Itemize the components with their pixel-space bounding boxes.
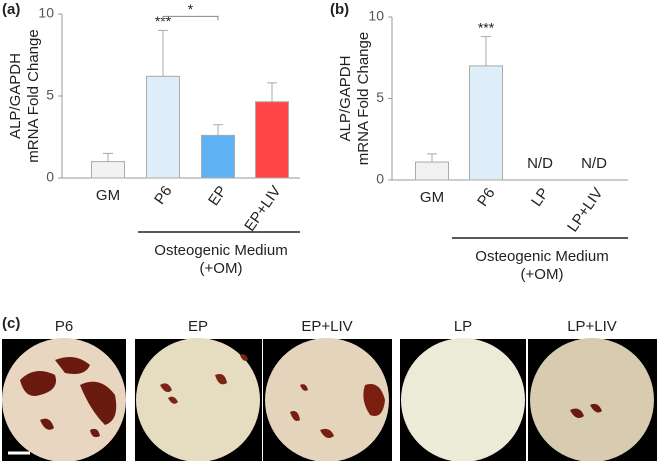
- panel-label: (c): [2, 315, 20, 332]
- value-label: N/D: [581, 155, 607, 172]
- group-label: (+OM): [200, 260, 243, 277]
- bar: [146, 75, 180, 179]
- significance: ***: [478, 19, 495, 35]
- x-tick-label: P6: [474, 185, 498, 210]
- y-axis-label: ALP/GAPDH: [337, 56, 354, 142]
- x-tick-label: LP: [528, 185, 552, 210]
- y-tick-label: 0: [46, 169, 54, 185]
- panel-label: (b): [330, 1, 349, 18]
- significance: *: [188, 1, 194, 17]
- panel-label: (a): [2, 1, 20, 18]
- x-tick-label: P6: [151, 183, 175, 208]
- bar: [415, 161, 449, 181]
- bar: [201, 134, 235, 179]
- image-label: P6: [55, 318, 73, 335]
- y-tick-label: 10: [368, 8, 384, 24]
- well: [530, 338, 654, 461]
- stain: [290, 384, 385, 438]
- stain: [20, 356, 117, 438]
- y-tick-label: 10: [38, 5, 54, 21]
- y-axis-label: mRNA Fold Change: [355, 32, 372, 165]
- bar: [255, 101, 289, 179]
- stain: [160, 354, 248, 404]
- x-tick-label: EP+LIV: [241, 183, 284, 235]
- significance: ***: [155, 13, 172, 29]
- group-label: Osteogenic Medium: [475, 248, 608, 265]
- y-tick-label: 5: [376, 89, 384, 105]
- image-label: LP: [454, 318, 472, 335]
- image-label: EP+LIV: [301, 318, 352, 335]
- image-label: EP: [188, 318, 208, 335]
- y-tick-label: 5: [46, 87, 54, 103]
- bar: [469, 65, 503, 181]
- y-axis-label: mRNA Fold Change: [25, 29, 42, 162]
- y-axis-label: ALP/GAPDH: [7, 53, 24, 139]
- x-tick-label: GM: [96, 187, 120, 204]
- group-label: (+OM): [521, 266, 564, 283]
- value-label: N/D: [527, 155, 553, 172]
- image-label: LP+LIV: [567, 318, 617, 335]
- well: [136, 338, 260, 461]
- micrograph-panel: (c): [2, 315, 657, 461]
- well: [265, 338, 389, 461]
- x-tick-label: GM: [420, 189, 444, 206]
- x-tick-label: LP+LIV: [564, 185, 606, 235]
- bar: [91, 161, 125, 179]
- stain: [570, 403, 602, 418]
- y-tick-label: 0: [376, 171, 384, 187]
- significance-bracket: [162, 15, 219, 21]
- well: [401, 338, 525, 461]
- group-label: Osteogenic Medium: [154, 242, 287, 259]
- x-tick-label: EP: [205, 183, 230, 209]
